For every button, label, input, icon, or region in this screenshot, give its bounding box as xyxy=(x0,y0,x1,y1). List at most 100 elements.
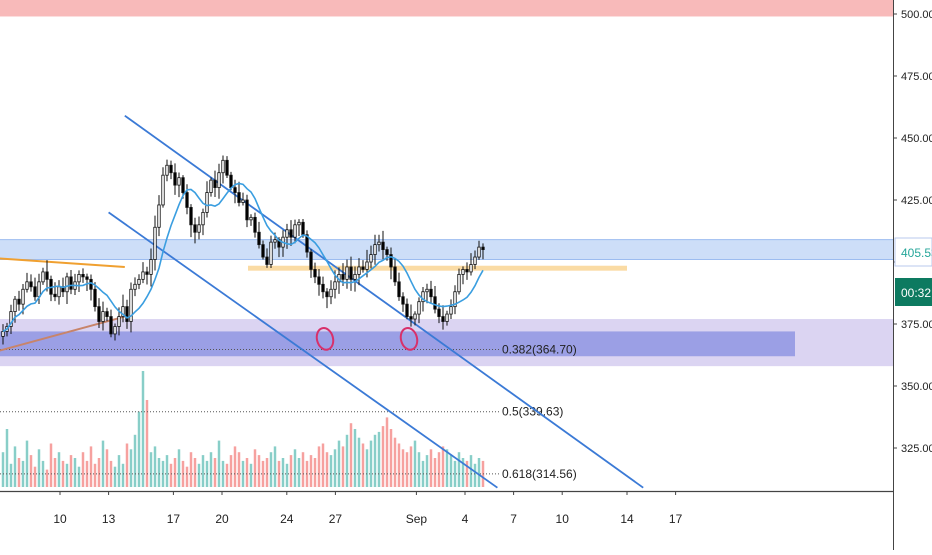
volume-bar xyxy=(137,411,141,487)
x-tick-label: 4 xyxy=(462,512,469,526)
candle-body xyxy=(57,286,61,298)
orange-ascending-trendline xyxy=(0,315,126,352)
volume-bar xyxy=(389,429,393,487)
candle-body xyxy=(229,174,233,188)
candle-body xyxy=(249,216,253,221)
candle-body xyxy=(389,254,393,268)
candle-body xyxy=(437,308,441,317)
blue-resistance-zone xyxy=(0,239,893,260)
volume-bar xyxy=(349,423,353,487)
volume-bar xyxy=(437,452,441,487)
volume-bar xyxy=(289,455,293,487)
volume-bar xyxy=(185,466,189,487)
volume-bar xyxy=(269,452,273,487)
volume-bar xyxy=(49,443,53,487)
volume-bar xyxy=(101,440,105,487)
volume-bar xyxy=(65,463,69,487)
candle-body xyxy=(85,276,89,280)
countdown-box xyxy=(895,278,932,306)
candle-body xyxy=(129,288,133,322)
candle-body xyxy=(313,269,317,278)
candle-body xyxy=(329,288,333,298)
volume-layer xyxy=(1,371,485,487)
candle-body xyxy=(297,221,301,226)
candle-body xyxy=(257,231,261,246)
volume-bar xyxy=(1,452,5,487)
candle-body xyxy=(325,291,329,298)
volume-bar xyxy=(429,449,433,487)
candle-body xyxy=(113,326,117,335)
volume-bar xyxy=(257,455,261,487)
volume-bar xyxy=(361,443,365,487)
volume-bar xyxy=(457,452,461,487)
fib-label-0.618: 0.618(314.56) xyxy=(502,467,577,481)
fib-label-0.5: 0.5(339.63) xyxy=(502,405,563,419)
candle-body xyxy=(469,264,473,273)
volume-bar xyxy=(353,429,357,487)
candle-body xyxy=(177,177,181,186)
volume-bar xyxy=(397,443,401,487)
candle-body xyxy=(381,241,385,251)
x-tick-label: 13 xyxy=(102,512,116,526)
x-tick-label: 7 xyxy=(510,512,517,526)
volume-bar xyxy=(357,437,361,487)
volume-bar xyxy=(405,452,409,487)
candle-body xyxy=(285,229,289,238)
fib-label-0.382: 0.382(364.70) xyxy=(502,343,577,357)
volume-bar xyxy=(21,460,25,487)
candle-body xyxy=(109,316,113,335)
volume-bar xyxy=(413,440,417,487)
volume-bar xyxy=(261,460,265,487)
candle-body xyxy=(301,221,305,236)
volume-bar xyxy=(149,452,153,487)
volume-bar xyxy=(165,455,169,487)
x-tick-label: 10 xyxy=(556,512,570,526)
candle-body xyxy=(317,276,321,285)
candle-body xyxy=(385,249,389,255)
candle-body xyxy=(209,179,213,193)
x-tick-label: 17 xyxy=(167,512,181,526)
volume-bar xyxy=(117,455,121,487)
candle-body xyxy=(137,278,141,285)
candle-body xyxy=(465,269,469,273)
candle-body xyxy=(397,281,401,298)
candle-body xyxy=(477,246,481,258)
candle-body xyxy=(77,273,81,283)
candle-body xyxy=(349,266,353,280)
volume-bar xyxy=(125,443,129,487)
candle-body xyxy=(65,276,69,293)
volume-bar xyxy=(77,466,81,487)
volume-bar xyxy=(321,443,325,487)
volume-bar xyxy=(393,437,397,487)
candle-body xyxy=(33,286,37,298)
candle-body xyxy=(353,273,357,280)
volume-bar xyxy=(469,455,473,487)
y-tick-label: 500.00 xyxy=(901,9,932,21)
volume-bar xyxy=(281,458,285,487)
candle-body xyxy=(401,296,405,305)
volume-bar xyxy=(97,458,101,487)
candle-body xyxy=(197,224,201,233)
volume-bar xyxy=(133,434,137,487)
volume-bar xyxy=(189,452,193,487)
candle-body xyxy=(245,199,249,221)
candle-body xyxy=(193,224,197,233)
candle-body xyxy=(205,192,209,213)
y-tick-label: 425.00 xyxy=(901,195,932,207)
y-tick-label: 375.00 xyxy=(901,319,932,331)
moving-average-line xyxy=(2,182,484,333)
candle-body xyxy=(361,266,365,270)
volume-bar xyxy=(301,452,305,487)
candle-body xyxy=(369,254,373,263)
volume-bar xyxy=(249,463,253,487)
volume-bar xyxy=(461,458,465,487)
fib-layer: 0.382(364.70) 0.5(339.63) 0.618(314.56) xyxy=(0,343,577,481)
candle-body xyxy=(141,271,145,280)
candle-body xyxy=(261,244,265,258)
moving-average-layer xyxy=(2,182,484,333)
candle-body xyxy=(305,234,309,253)
candle-body xyxy=(449,306,453,315)
volume-bar xyxy=(69,455,73,487)
